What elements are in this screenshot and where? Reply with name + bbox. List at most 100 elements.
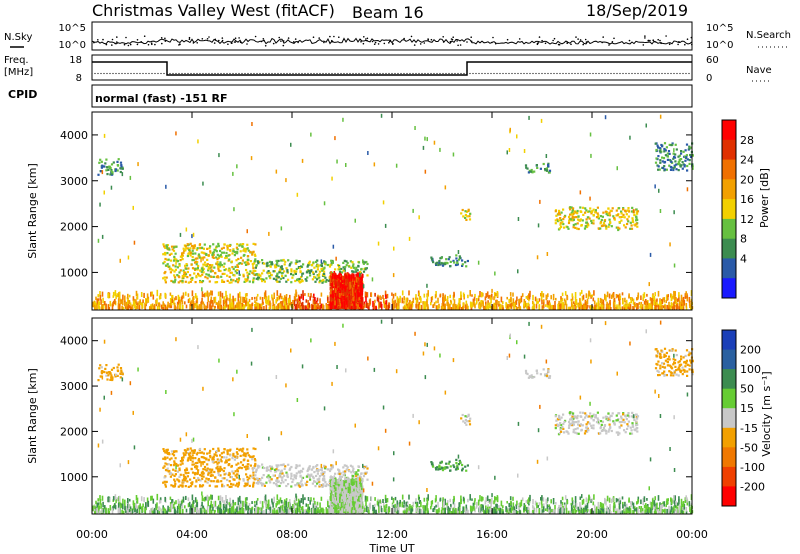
- power-cell: [217, 256, 220, 260]
- nave-point: [139, 72, 141, 75]
- power-cell: [229, 298, 231, 305]
- power-cell: [597, 305, 600, 310]
- nave-point: [262, 72, 264, 75]
- power-cell: [675, 148, 678, 151]
- power-cell: [341, 287, 344, 291]
- power-cell: [583, 227, 587, 230]
- power-cell: [219, 261, 222, 264]
- nave-point: [223, 72, 225, 75]
- power-cell: [666, 158, 669, 161]
- power-cell: [482, 292, 484, 297]
- power-cell: [371, 277, 374, 282]
- power-cell: [198, 305, 201, 310]
- power-cell: [226, 248, 229, 251]
- power-cell: [623, 216, 626, 219]
- nave-point: [604, 72, 606, 75]
- power-cell: [545, 294, 548, 301]
- power-cell: [574, 211, 577, 214]
- power-cell: [590, 153, 592, 158]
- nave-point: [253, 72, 255, 75]
- power-cell: [220, 275, 223, 278]
- power-cell: [217, 263, 220, 266]
- nave-point: [529, 72, 531, 75]
- nave-point: [397, 72, 399, 75]
- power-cell: [360, 304, 363, 309]
- freq-frame: [91, 54, 693, 81]
- power-cell: [575, 227, 579, 230]
- freq-unit-label: [MHz]: [4, 67, 33, 78]
- power-cell: [432, 304, 434, 308]
- power-cell: [685, 156, 688, 159]
- power-cell: [438, 263, 441, 266]
- power-cell: [668, 143, 671, 146]
- velocity-cell: [368, 509, 370, 514]
- power-cell: [236, 278, 239, 281]
- power-cell: [200, 303, 202, 310]
- power-cell: [595, 216, 599, 219]
- power-cell: [99, 294, 102, 301]
- power-cell: [436, 261, 439, 264]
- power-cell: [326, 263, 329, 267]
- power-cell: [352, 305, 355, 309]
- power-cell: [509, 127, 511, 132]
- nave-point: [193, 72, 195, 75]
- power-cell: [302, 294, 304, 301]
- power-cell: [329, 263, 332, 266]
- power-cell: [304, 305, 306, 310]
- nsearch-point: [649, 39, 651, 42]
- power-cell: [433, 302, 436, 306]
- nsearch-point: [566, 42, 568, 45]
- power-cell: [163, 251, 167, 255]
- power-cell: [201, 287, 203, 292]
- power-cell: [572, 301, 575, 304]
- power-cell: [599, 297, 602, 304]
- power-cell: [607, 225, 610, 228]
- power-cell: [520, 295, 523, 303]
- power-cell: [591, 294, 593, 298]
- power-cell: [257, 262, 260, 265]
- power-cell: [635, 222, 638, 225]
- power-cell: [587, 294, 590, 300]
- power-cell: [344, 293, 347, 301]
- nave-point: [553, 72, 555, 75]
- nave-point: [496, 72, 498, 75]
- power-cell: [116, 293, 118, 298]
- power-cell: [302, 290, 304, 296]
- power-cell: [290, 281, 293, 284]
- beam-label: Beam 16: [352, 3, 424, 22]
- power-cell: [263, 306, 265, 310]
- nsearch-point: [449, 40, 452, 43]
- nave-point: [628, 72, 630, 75]
- power-cell: [244, 278, 247, 281]
- power-cell: [560, 225, 563, 229]
- nsearch-point: [125, 36, 127, 39]
- power-cell: [607, 305, 610, 310]
- power-cell: [201, 297, 203, 303]
- power-cell: [489, 294, 491, 300]
- power-cell: [640, 301, 643, 305]
- power-cell: [493, 296, 495, 301]
- power-cell: [119, 161, 123, 164]
- nave-point: [682, 72, 684, 75]
- power-cell: [331, 276, 333, 283]
- nsearch-point: [466, 41, 468, 43]
- power-cell: [248, 280, 251, 283]
- power-cell: [195, 300, 198, 306]
- power-cell: [333, 276, 335, 280]
- power-cell: [339, 305, 341, 309]
- nave-point: [151, 72, 153, 75]
- power-cell: [246, 271, 249, 274]
- power-cell: [238, 273, 241, 276]
- power-cell: [434, 262, 437, 265]
- power-cell: [173, 276, 177, 279]
- power-cell: [606, 301, 608, 309]
- power-cell: [677, 298, 679, 302]
- power-cell: [648, 282, 650, 287]
- power-cell: [239, 296, 242, 302]
- power-cell: [118, 291, 121, 298]
- power-cell: [336, 287, 338, 291]
- power-colorbar-tick-label: 8: [740, 233, 747, 246]
- power-cell: [474, 293, 476, 298]
- power-cell: [438, 303, 440, 309]
